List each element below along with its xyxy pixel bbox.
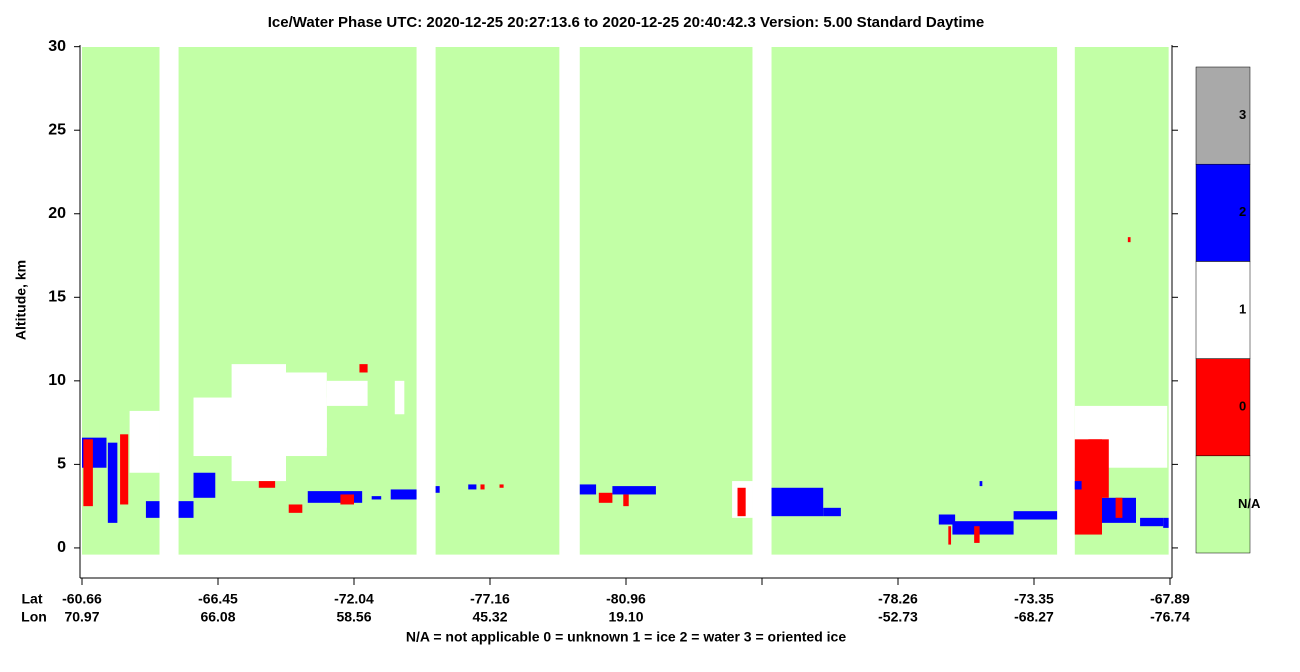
phase-cell	[231, 364, 286, 482]
phase-cell	[974, 526, 980, 543]
phase-cell	[340, 494, 354, 505]
phase-cell	[145, 501, 160, 518]
phase-cell	[952, 521, 1014, 535]
lon-label: 66.08	[200, 609, 235, 625]
phase-cell	[1163, 517, 1169, 528]
phase-cell	[390, 489, 417, 500]
phase-cell	[1074, 481, 1082, 490]
phase-cell	[193, 472, 216, 498]
lon-label: -68.27	[1014, 609, 1054, 625]
lat-label: -72.04	[334, 591, 374, 607]
y-tick-label: 5	[57, 456, 66, 473]
phase-cell	[107, 442, 118, 523]
lon-label: -52.73	[878, 609, 918, 625]
lon-label: -76.74	[1150, 609, 1190, 625]
valid-region	[435, 47, 560, 555]
phase-cell	[737, 487, 746, 517]
phase-cell	[612, 486, 626, 495]
phase-cell	[129, 410, 160, 473]
row-label: Lon	[21, 609, 47, 625]
phase-cell	[371, 496, 382, 500]
footnote: N/A = not applicable 0 = unknown 1 = ice…	[406, 629, 846, 645]
colorbar-label: 1	[1239, 301, 1246, 316]
lat-label: -66.45	[198, 591, 238, 607]
phase-cell	[480, 484, 485, 490]
phase-cell	[468, 484, 477, 490]
phase-cell	[83, 439, 93, 507]
phase-cell	[1088, 439, 1109, 498]
phase-cell	[771, 487, 824, 517]
phase-cell	[626, 486, 656, 495]
phase-cell	[435, 486, 440, 493]
colorbar-label: N/A	[1238, 496, 1261, 511]
phase-cell	[1140, 517, 1164, 527]
phase-cell	[120, 434, 129, 505]
phase-cell	[979, 481, 983, 487]
y-tick-label: 20	[48, 205, 66, 222]
lat-label: -80.96	[606, 591, 646, 607]
colorbar-box	[1195, 163, 1251, 262]
phase-cell	[288, 504, 303, 513]
lat-label: -73.35	[1014, 591, 1054, 607]
colorbar-box	[1195, 66, 1251, 165]
y-tick-label: 10	[48, 372, 66, 389]
colorbar-box	[1195, 261, 1251, 359]
phase-cell	[258, 481, 276, 488]
colorbar-box	[1195, 358, 1251, 457]
phase-cell	[579, 484, 597, 495]
phase-cell	[948, 526, 952, 545]
lat-label: -60.66	[62, 591, 102, 607]
phase-cell	[1115, 497, 1123, 518]
lon-label: 58.56	[336, 609, 371, 625]
phase-cell	[499, 484, 504, 488]
valid-region	[579, 47, 753, 555]
colorbar-box	[1195, 455, 1251, 554]
phase-cell	[307, 491, 363, 503]
phase-cell	[178, 501, 194, 518]
phase-cell	[598, 492, 613, 503]
valid-region	[178, 47, 417, 555]
phase-cell	[1127, 237, 1131, 243]
y-tick-label: 25	[48, 121, 66, 138]
row-label: Lat	[22, 591, 43, 607]
chart-title: Ice/Water Phase UTC: 2020-12-25 20:27:13…	[268, 14, 984, 31]
y-tick-label: 30	[48, 38, 66, 55]
y-axis-label: Altitude, km	[13, 260, 29, 340]
y-tick-label: 15	[48, 289, 66, 306]
phase-cell	[1013, 511, 1058, 520]
lat-label: -78.26	[878, 591, 918, 607]
y-tick-label: 0	[57, 539, 66, 556]
colorbar-label: 0	[1239, 399, 1246, 414]
valid-region	[771, 47, 1058, 555]
lon-label: 70.97	[64, 609, 99, 625]
phase-cell	[326, 380, 368, 406]
lon-label: 19.10	[608, 609, 643, 625]
phase-cell	[938, 514, 956, 525]
lat-label: -67.89	[1150, 591, 1190, 607]
colorbar-label: 2	[1239, 204, 1246, 219]
phase-cell	[359, 364, 368, 373]
lon-label: 45.32	[472, 609, 507, 625]
phase-cell	[623, 494, 629, 507]
colorbar-label: 3	[1239, 107, 1246, 122]
phase-cell	[823, 507, 841, 517]
lat-label: -77.16	[470, 591, 510, 607]
phase-cell	[394, 380, 405, 415]
phase-cell	[286, 372, 327, 448]
